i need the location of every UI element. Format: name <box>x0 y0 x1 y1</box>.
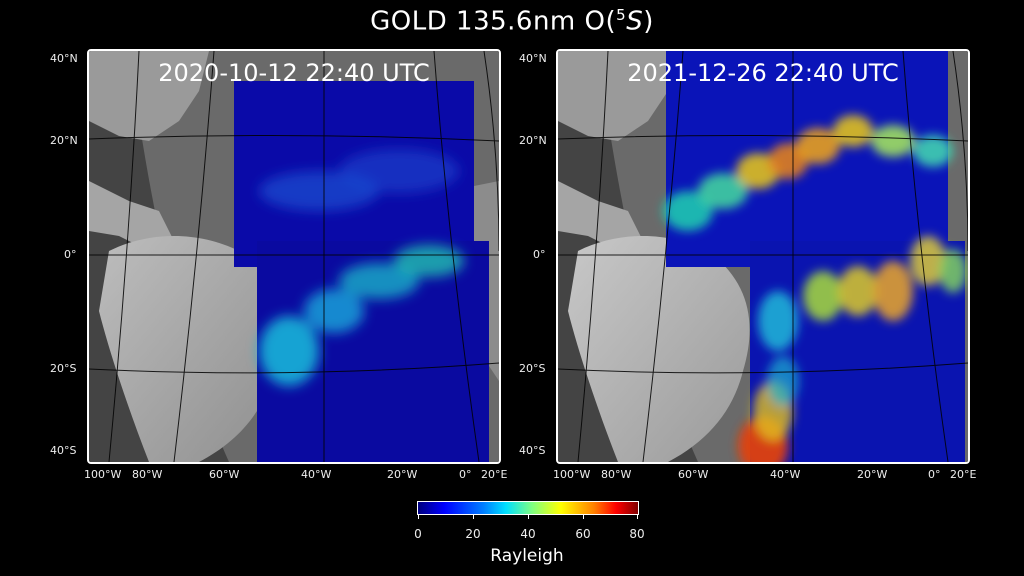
lat-label-right: 20°N <box>519 134 547 147</box>
lon-label-left: 80°W <box>132 468 163 481</box>
lat-label-right: 40°S <box>519 444 546 457</box>
lon-label-left: 60°W <box>209 468 240 481</box>
panel-date-right: 2021-12-26 22:40 UTC <box>627 59 899 87</box>
graticule-left <box>89 51 499 462</box>
colorbar-tick-mark <box>637 514 638 519</box>
graticule-right <box>558 51 968 462</box>
lat-label-left: 0° <box>64 248 77 261</box>
lon-label-right: 20°E <box>950 468 977 481</box>
colorbar-tick-label: 0 <box>414 527 422 541</box>
lon-label-left: 20°W <box>387 468 418 481</box>
lon-label-right: 60°W <box>678 468 709 481</box>
data-swath-left <box>234 81 489 462</box>
land-central-america <box>89 181 179 251</box>
colorbar-tick-mark <box>473 514 474 519</box>
lon-label-right: 80°W <box>601 468 632 481</box>
lat-label-left: 40°S <box>50 444 77 457</box>
lon-label-right: 20°W <box>857 468 888 481</box>
lon-label-right: 40°W <box>770 468 801 481</box>
lat-label-left: 40°N <box>50 52 78 65</box>
colorbar-tick-label: 20 <box>465 527 481 541</box>
land-north-america <box>89 51 209 141</box>
lon-label-left: 40°W <box>301 468 332 481</box>
map-right-svg <box>558 51 968 462</box>
colorbar-tick-label: 80 <box>629 527 645 541</box>
lat-label-right: 20°S <box>519 362 546 375</box>
colorbar-tick-mark <box>583 514 584 519</box>
data-swath-right <box>663 51 967 462</box>
panel-date-left: 2020-10-12 22:40 UTC <box>158 59 430 87</box>
land-north-america <box>558 51 678 141</box>
lat-label-left: 20°S <box>50 362 77 375</box>
lat-label-right: 0° <box>533 248 546 261</box>
lat-label-right: 40°N <box>519 52 547 65</box>
figure-title: GOLD 135.6nm O(5S) <box>370 6 654 37</box>
land-central-america <box>558 181 648 251</box>
land-south-america <box>568 236 750 462</box>
lat-label-left: 20°N <box>50 134 78 147</box>
land-south-america <box>99 236 281 462</box>
colorbar-tick-mark <box>418 514 419 519</box>
lon-label-left: 100°W <box>84 468 122 481</box>
colorbar-label: Rayleigh <box>490 546 564 566</box>
colorbar-tick-label: 40 <box>520 527 536 541</box>
map-panel-right: 2021-12-26 22:40 UTC <box>556 49 970 464</box>
colorbar <box>417 501 639 515</box>
lon-label-left: 0° <box>459 468 472 481</box>
lon-label-left: 20°E <box>481 468 508 481</box>
map-panel-left: 2020-10-12 22:40 UTC <box>87 49 501 464</box>
colorbar-tick-label: 60 <box>575 527 591 541</box>
map-left-svg <box>89 51 499 462</box>
colorbar-tick-mark <box>528 514 529 519</box>
lon-label-right: 0° <box>928 468 941 481</box>
lon-label-right: 100°W <box>553 468 591 481</box>
